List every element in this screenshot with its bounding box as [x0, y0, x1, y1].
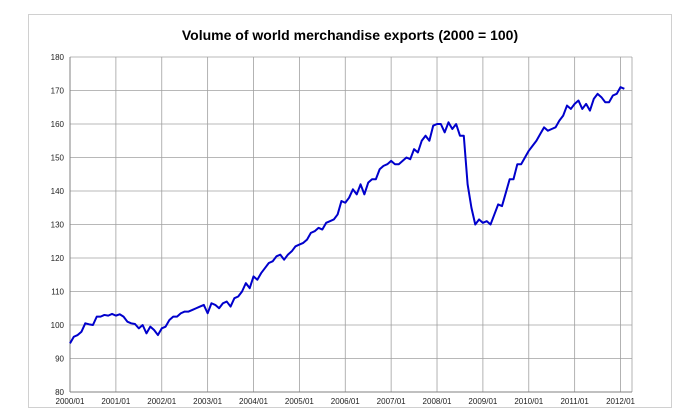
x-tick-label: 2000/01: [56, 397, 85, 406]
chart-title: Volume of world merchandise exports (200…: [182, 27, 518, 43]
y-tick-label: 180: [51, 53, 65, 62]
x-tick-label: 2004/01: [239, 397, 268, 406]
y-tick-label: 130: [51, 221, 65, 230]
y-tick-label: 170: [51, 87, 65, 96]
x-tick-label: 2006/01: [331, 397, 360, 406]
x-tick-label: 2009/01: [468, 397, 497, 406]
x-tick-label: 2011/01: [560, 397, 589, 406]
y-tick-label: 140: [51, 187, 65, 196]
y-tick-label: 110: [51, 288, 64, 297]
chart-border: [28, 14, 672, 408]
y-tick-label: 90: [55, 355, 64, 364]
x-tick-label: 2008/01: [423, 397, 452, 406]
y-tick-label: 150: [51, 154, 65, 163]
x-tick-label: 2002/01: [147, 397, 176, 406]
grid-layer: [69, 56, 633, 393]
x-tick-label: 2003/01: [193, 397, 222, 406]
series-layer: [69, 86, 625, 344]
y-tick-label: 80: [55, 388, 64, 397]
x-tick-label: 2012/01: [606, 397, 635, 406]
x-tick-label: 2010/01: [514, 397, 543, 406]
axis-layer: 80 90 100 110 120 130 140 150 160 170 180 2000/01 20…: [51, 53, 636, 406]
x-tick-label: 2007/01: [377, 397, 406, 406]
series-line: [69, 86, 625, 344]
y-tick-label: 100: [51, 321, 65, 330]
y-tick-label: 120: [51, 254, 65, 263]
x-tick-label: 2001/01: [101, 397, 130, 406]
x-tick-label: 2005/01: [285, 397, 314, 406]
y-tick-label: 160: [51, 120, 65, 129]
